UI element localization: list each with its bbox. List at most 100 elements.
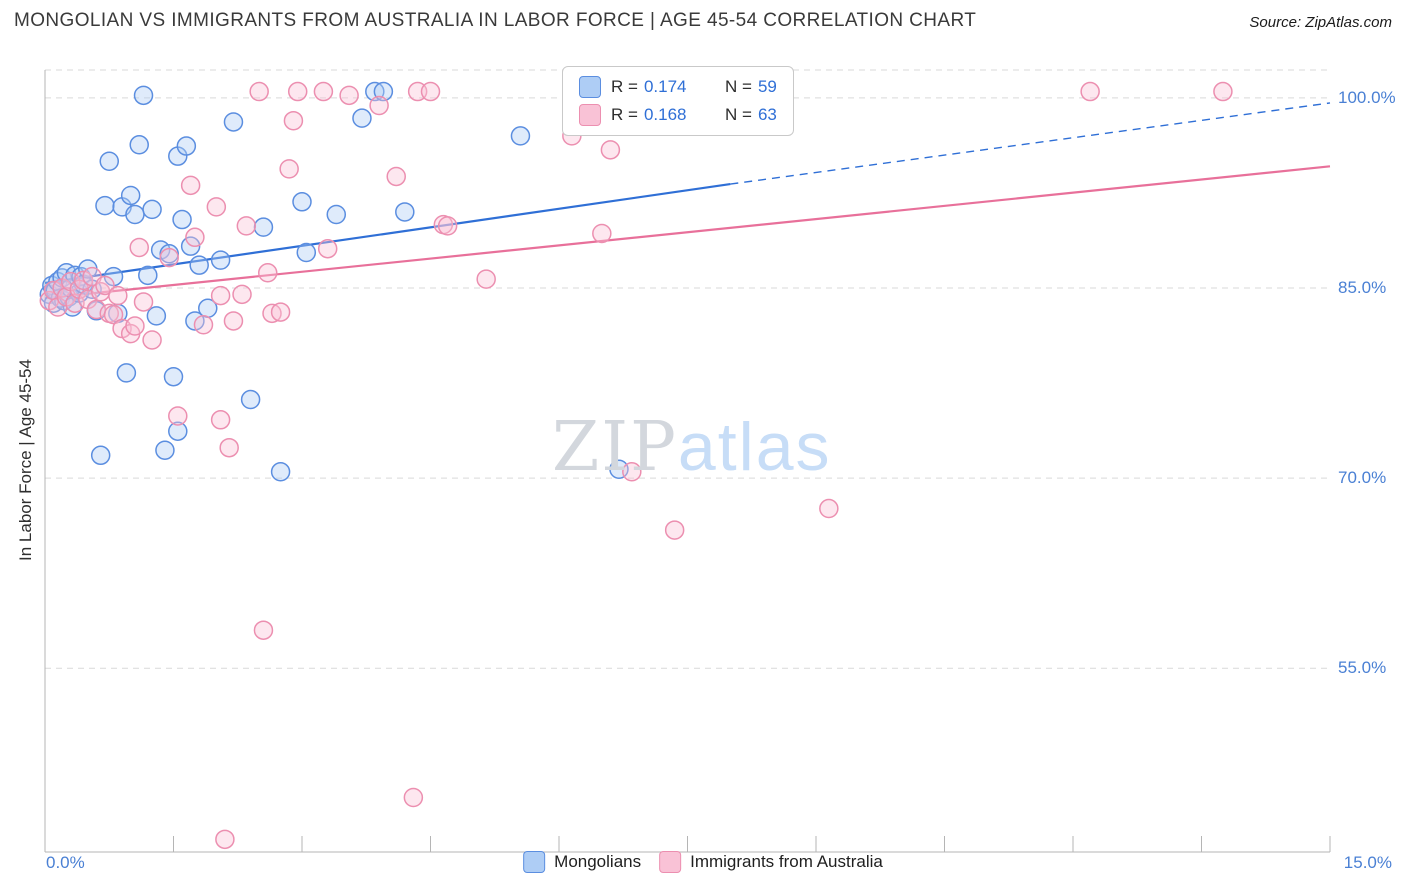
data-point-mongolians[interactable]	[223, 112, 244, 132]
data-point-immigrants-from-australia[interactable]	[664, 520, 685, 540]
data-point-immigrants-from-australia[interactable]	[185, 227, 205, 248]
data-point-immigrants-from-australia[interactable]	[219, 437, 239, 458]
data-point-mongolians[interactable]	[510, 126, 531, 146]
n-stat: N = 63	[725, 105, 777, 125]
data-point-mongolians[interactable]	[326, 204, 347, 225]
data-point-immigrants-from-australia[interactable]	[223, 311, 244, 331]
data-point-immigrants-from-australia[interactable]	[210, 410, 231, 430]
data-point-immigrants-from-australia[interactable]	[622, 462, 642, 482]
data-point-immigrants-from-australia[interactable]	[386, 166, 406, 187]
data-point-mongolians[interactable]	[395, 202, 415, 222]
data-point-mongolians[interactable]	[270, 462, 291, 482]
data-point-mongolians[interactable]	[95, 195, 115, 216]
data-point-immigrants-from-australia[interactable]	[159, 247, 179, 268]
r-value: 0.174	[643, 77, 687, 96]
trend-line-dashed-mongolians	[730, 102, 1331, 185]
y-axis-title: In Labor Force | Age 45-54	[16, 359, 35, 561]
data-point-immigrants-from-australia[interactable]	[287, 81, 308, 102]
n-stat: N = 59	[725, 77, 777, 97]
data-point-immigrants-from-australia[interactable]	[206, 197, 227, 217]
data-point-immigrants-from-australia[interactable]	[168, 406, 188, 426]
data-point-mongolians[interactable]	[142, 199, 162, 220]
y-tick-label: 100.0%	[1338, 87, 1396, 107]
source-attribution: Source: ZipAtlas.com	[1249, 14, 1392, 31]
data-point-immigrants-from-australia[interactable]	[592, 223, 612, 244]
r-label: R =	[611, 77, 638, 96]
data-point-mongolians[interactable]	[168, 421, 188, 441]
data-point-mongolians[interactable]	[125, 204, 145, 225]
mongolians-legend-swatch	[523, 851, 546, 873]
zipatlas-watermark: ZIPatlas	[552, 408, 832, 487]
immigrants-swatch	[579, 104, 601, 126]
data-point-immigrants-from-australia[interactable]	[133, 292, 154, 312]
data-point-mongolians[interactable]	[116, 363, 137, 383]
data-point-mongolians[interactable]	[129, 135, 149, 155]
r-stat: R = 0.168	[611, 105, 715, 125]
source-link[interactable]: ZipAtlas.com	[1305, 14, 1392, 31]
data-point-mongolians[interactable]	[172, 209, 192, 230]
data-point-immigrants-from-australia[interactable]	[236, 216, 257, 236]
data-point-mongolians[interactable]	[155, 440, 175, 460]
data-point-immigrants-from-australia[interactable]	[125, 316, 145, 336]
data-point-immigrants-from-australia[interactable]	[403, 787, 424, 808]
r-label: R =	[611, 105, 638, 124]
data-point-mongolians[interactable]	[296, 242, 317, 263]
legend-item-immigrants-from-australia[interactable]: Immigrants from Australia	[659, 851, 883, 873]
data-point-mongolians[interactable]	[120, 185, 141, 206]
data-point-immigrants-from-australia[interactable]	[210, 285, 231, 306]
data-point-immigrants-from-australia[interactable]	[283, 110, 304, 131]
legend-label: Mongolians	[554, 852, 642, 871]
data-point-immigrants-from-australia[interactable]	[819, 498, 839, 519]
y-tick-label: 85.0%	[1338, 277, 1387, 297]
n-label: N =	[725, 77, 752, 96]
data-point-immigrants-from-australia[interactable]	[313, 81, 334, 102]
data-point-immigrants-from-australia[interactable]	[279, 159, 299, 179]
data-point-immigrants-from-australia[interactable]	[249, 81, 269, 102]
data-point-mongolians[interactable]	[253, 217, 274, 237]
legend-item-mongolians[interactable]: Mongolians	[523, 851, 641, 873]
data-point-mongolians[interactable]	[163, 366, 184, 387]
data-point-immigrants-from-australia[interactable]	[257, 263, 278, 283]
data-point-immigrants-from-australia[interactable]	[253, 620, 274, 640]
data-point-immigrants-from-australia[interactable]	[95, 275, 115, 296]
data-point-mongolians[interactable]	[189, 255, 209, 275]
series-legend: Mongolians Immigrants from Australia	[523, 851, 883, 873]
data-point-immigrants-from-australia[interactable]	[103, 304, 124, 325]
data-point-mongolians[interactable]	[133, 85, 154, 106]
data-point-immigrants-from-australia[interactable]	[193, 315, 214, 335]
data-point-immigrants-from-australia[interactable]	[476, 269, 496, 289]
data-point-mongolians[interactable]	[90, 445, 111, 466]
data-point-immigrants-from-australia[interactable]	[180, 175, 201, 196]
data-point-immigrants-from-australia[interactable]	[270, 302, 291, 322]
data-point-mongolians[interactable]	[240, 389, 261, 410]
data-point-immigrants-from-australia[interactable]	[142, 330, 162, 350]
data-point-mongolians[interactable]	[99, 151, 119, 172]
data-point-immigrants-from-australia[interactable]	[108, 285, 128, 306]
data-point-mongolians[interactable]	[210, 250, 231, 270]
r-stat: R = 0.174	[611, 77, 715, 97]
data-point-mongolians[interactable]	[352, 108, 372, 128]
watermark-zip: ZIP	[552, 408, 678, 487]
data-point-immigrants-from-australia[interactable]	[369, 95, 389, 116]
data-point-immigrants-from-australia[interactable]	[420, 81, 441, 102]
data-point-immigrants-from-australia[interactable]	[339, 85, 359, 106]
data-point-immigrants-from-australia[interactable]	[317, 238, 338, 259]
data-point-immigrants-from-australia[interactable]	[1080, 81, 1100, 102]
data-point-mongolians[interactable]	[180, 236, 201, 256]
data-point-immigrants-from-australia[interactable]	[232, 284, 252, 305]
data-point-mongolians[interactable]	[292, 192, 312, 212]
data-point-mongolians[interactable]	[176, 136, 197, 156]
data-point-mongolians[interactable]	[146, 306, 167, 326]
data-point-immigrants-from-australia[interactable]	[215, 829, 235, 850]
legend-label: Immigrants from Australia	[690, 852, 883, 871]
data-point-immigrants-from-australia[interactable]	[1213, 81, 1233, 102]
stats-row-immigrants-from-australia: R = 0.168 N = 63	[579, 104, 777, 126]
data-point-immigrants-from-australia[interactable]	[437, 216, 458, 236]
immigrants-legend-swatch	[659, 851, 682, 873]
trend-line-mongolians	[44, 182, 731, 285]
data-point-immigrants-from-australia[interactable]	[600, 140, 621, 160]
data-point-mongolians[interactable]	[138, 265, 158, 286]
data-point-immigrants-from-australia[interactable]	[129, 237, 149, 258]
